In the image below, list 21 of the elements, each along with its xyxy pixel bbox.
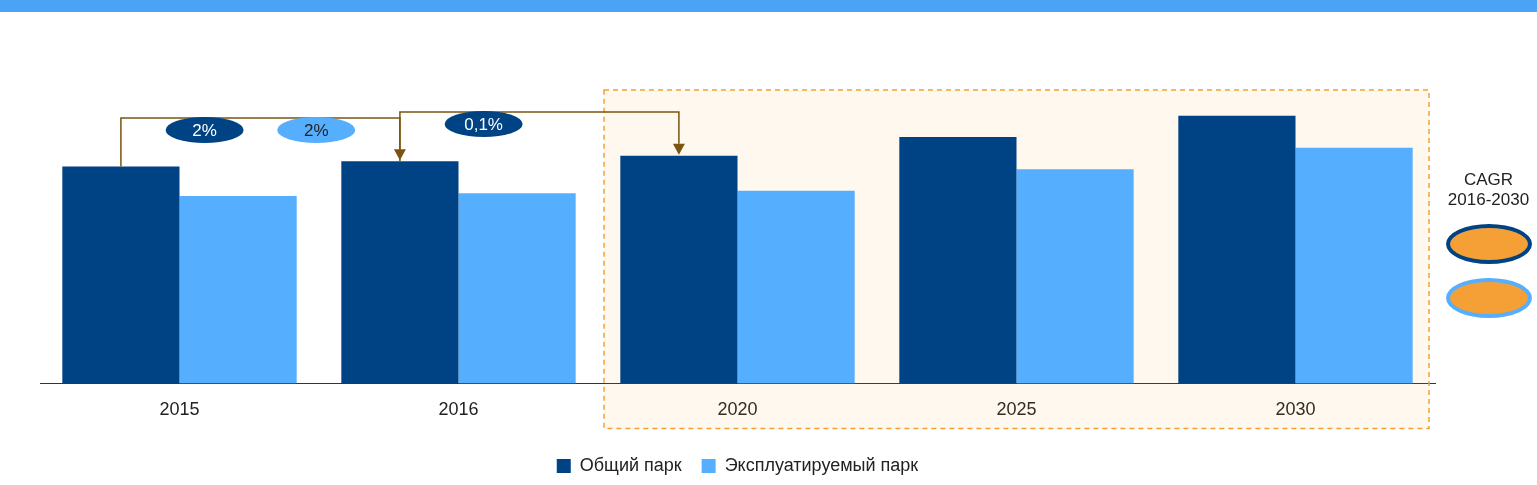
x-tick-label: 2016 — [438, 399, 479, 420]
x-tick-label: 2015 — [159, 399, 200, 420]
text: CAGR 2016-2030 — [1446, 170, 1531, 210]
bar — [737, 190, 855, 384]
x-tick-label: 2030 — [1275, 399, 1316, 420]
bar — [62, 166, 180, 384]
x-tick-label: 2020 — [717, 399, 758, 420]
bar — [341, 161, 459, 384]
annotation: 2% — [192, 120, 217, 140]
legend-label: Общий парк — [579, 454, 682, 475]
x-tick-label: 2025 — [996, 399, 1037, 420]
bar — [1178, 115, 1296, 384]
bar — [458, 193, 576, 384]
bar — [899, 137, 1017, 384]
legend-label: Эксплуатируемый парк — [724, 454, 919, 475]
bar — [1295, 147, 1413, 384]
bar — [179, 196, 297, 384]
bar — [620, 155, 738, 384]
bar — [1016, 169, 1134, 384]
annotation: 0,1% — [464, 114, 503, 134]
annotation: 2% — [303, 120, 329, 140]
